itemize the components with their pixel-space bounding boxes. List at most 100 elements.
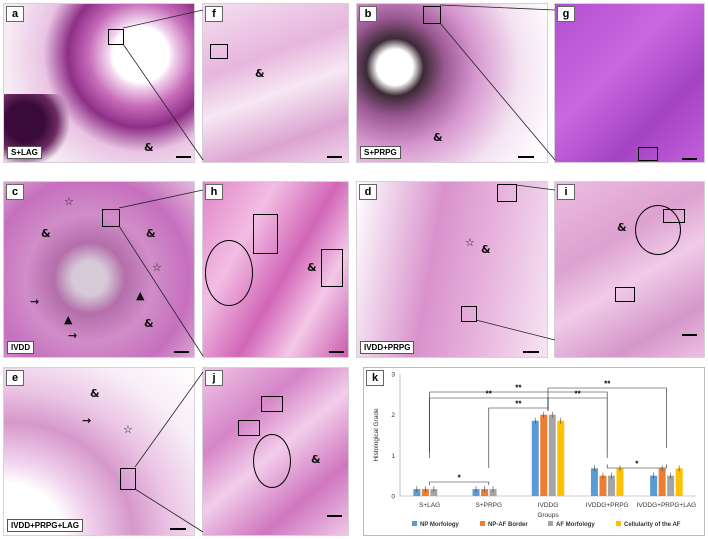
significance-bracket: [547, 387, 667, 448]
panel-label-a: a: [6, 6, 24, 22]
x-axis-label: Groups: [537, 512, 559, 519]
bar-chart: 0 1 2 3 Histological Grade S+LAG S+PRPG IVDDG IV…: [373, 372, 697, 529]
zoom-box: [210, 44, 228, 59]
bar: [607, 475, 615, 496]
histology-panel-i: i &: [554, 181, 705, 358]
ampersand-marker: &: [90, 387, 100, 400]
zoom-box: [261, 396, 283, 412]
y-tick-label: 2: [391, 412, 395, 419]
significance-label: *: [635, 460, 639, 469]
zoom-box: [321, 249, 343, 287]
condition-label: S+LAG: [7, 146, 42, 159]
significance-label: **: [515, 400, 522, 409]
histology-panel-e: e & ☆ → IVDD+PRPG+LAG: [3, 367, 195, 536]
histology-panel-b: b & S+PRPG: [356, 3, 548, 163]
legend-swatch: [548, 521, 553, 526]
significance-bracket: [429, 481, 490, 486]
bar: [413, 489, 421, 496]
panel-label-g: g: [557, 6, 575, 22]
zoom-box: [120, 468, 136, 490]
star-marker: ☆: [152, 261, 162, 274]
ampersand-marker: &: [144, 141, 154, 154]
significance-bracket: [547, 397, 608, 458]
significance-label: *: [458, 474, 462, 483]
ampersand-marker: &: [41, 227, 51, 240]
bar: [421, 489, 429, 496]
bar: [599, 475, 607, 496]
bar: [531, 420, 539, 496]
histology-panel-c: c ☆ ☆ & & & → → ▲ ▲ IVDD: [3, 181, 195, 358]
significance-label: **: [515, 384, 522, 393]
panel-label-c: c: [6, 184, 24, 200]
x-tick-label: S+LAG: [419, 502, 440, 509]
legend-label: NP Morfology: [420, 522, 460, 528]
condition-label: IVDD: [7, 341, 35, 354]
bar: [590, 468, 598, 496]
y-tick-label: 1: [391, 453, 395, 460]
zoom-box: [638, 147, 658, 161]
scale-bar: [523, 351, 539, 353]
scale-bar: [682, 334, 697, 336]
significance-bracket: [488, 407, 549, 468]
significance-label: **: [486, 390, 493, 399]
histology-panel-f: f &: [202, 3, 349, 163]
panel-label-k: k: [366, 370, 384, 386]
bar: [481, 489, 489, 496]
histology-panel-j: j &: [202, 367, 349, 536]
chart-panel: k 0 1 2 3 Histological Grade S+LAG S+PRPG IVDDG…: [363, 367, 705, 536]
bar: [658, 468, 666, 496]
condition-label: IVDD+PRPG+LAG: [7, 519, 84, 532]
significance-label: **: [574, 390, 581, 399]
ampersand-marker: &: [311, 453, 321, 466]
bar: [616, 468, 624, 496]
panel-label-d: d: [359, 184, 377, 200]
histology-panel-a: a & S+LAG: [3, 3, 195, 163]
ampersand-marker: &: [144, 317, 154, 330]
significance-label: **: [604, 380, 611, 389]
circle-region: [253, 434, 291, 488]
bar: [472, 489, 480, 496]
condition-label: S+PRPG: [360, 146, 401, 159]
scale-bar: [174, 351, 189, 353]
bar: [540, 414, 548, 496]
star-marker: ☆: [64, 195, 74, 208]
ampersand-marker: &: [146, 227, 156, 240]
arrowhead-marker: ▲: [64, 313, 73, 326]
zoom-box: [423, 6, 441, 24]
bar: [489, 489, 497, 496]
zoom-box: [102, 209, 120, 227]
panel-label-b: b: [359, 6, 377, 22]
zoom-box: [253, 214, 278, 254]
legend-label: NP-AF Border: [488, 522, 528, 528]
arrow-marker: →: [82, 414, 92, 427]
y-tick-label: 3: [391, 372, 395, 379]
arrow-marker: →: [30, 295, 40, 308]
scale-bar: [327, 515, 342, 517]
scale-bar: [682, 158, 697, 160]
zoom-box: [461, 306, 477, 322]
bar: [548, 414, 556, 496]
panel-label-h: h: [205, 184, 223, 200]
zoom-box: [497, 184, 517, 202]
bar: [430, 489, 438, 496]
histology-panel-g: g: [554, 3, 705, 163]
y-tick-label: 0: [391, 494, 395, 501]
condition-label: IVDD+PRPG: [360, 341, 415, 354]
ampersand-marker: &: [307, 261, 317, 274]
panel-label-i: i: [557, 184, 575, 200]
bar: [675, 468, 683, 496]
legend-swatch: [412, 521, 417, 526]
x-tick-label: IVDDG+PRPG+LAG: [637, 502, 697, 509]
legend-swatch: [480, 521, 485, 526]
legend-label: AF Morfology: [556, 522, 595, 528]
x-tick-label: S+PRPG: [476, 502, 503, 509]
panel-label-f: f: [205, 6, 223, 22]
bar: [667, 475, 675, 496]
panel-label-e: e: [6, 370, 24, 386]
panel-label-j: j: [205, 370, 223, 386]
x-tick-label: IVDDG+PRPG: [586, 502, 629, 509]
ampersand-marker: &: [433, 131, 443, 144]
ampersand-marker: &: [481, 243, 491, 256]
histology-panel-h: h &: [202, 181, 349, 358]
scale-bar: [518, 156, 534, 158]
